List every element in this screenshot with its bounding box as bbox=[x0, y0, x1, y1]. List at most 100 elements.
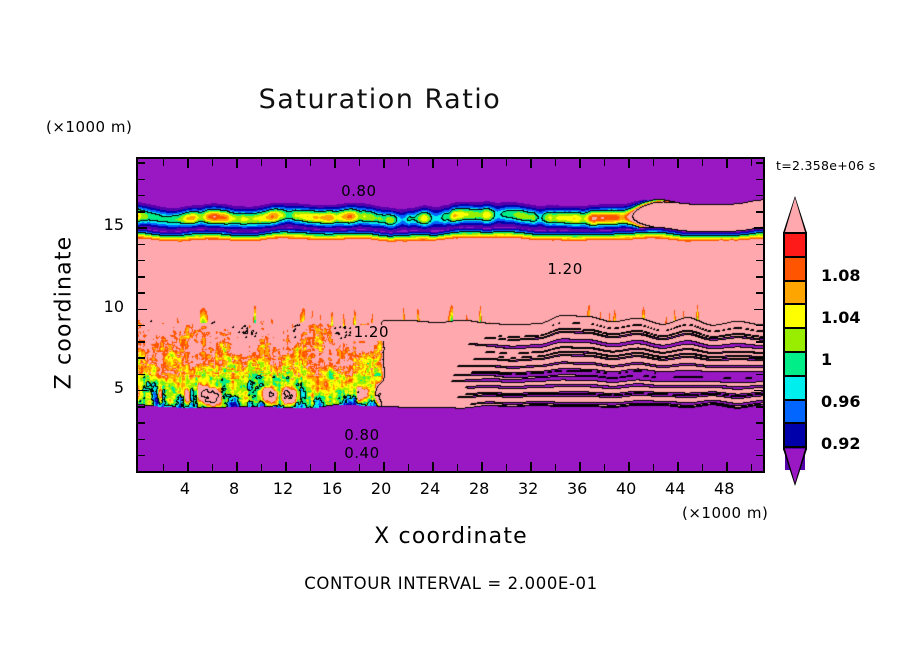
y-tick-9 bbox=[756, 324, 763, 327]
x-tick-20 bbox=[383, 159, 385, 168]
colorbar-body bbox=[783, 232, 807, 470]
y-tick-13 bbox=[138, 259, 145, 262]
y-tick-10 bbox=[138, 308, 147, 310]
y-tick-12 bbox=[756, 276, 763, 278]
y-tick-19 bbox=[756, 162, 763, 164]
colorbar-tick-label-1p04: 1.04 bbox=[821, 308, 861, 327]
x-tick-2 bbox=[162, 159, 164, 166]
x-tick-6 bbox=[211, 464, 214, 471]
y-axis-title: Z coordinate bbox=[51, 235, 77, 390]
x-tick-50 bbox=[750, 464, 753, 471]
x-tick-18 bbox=[358, 464, 361, 471]
contour-plot-area: 0.80 1.20 1.20 0.80 0.40 bbox=[136, 157, 765, 473]
y-tick-8 bbox=[138, 341, 145, 343]
y-tick-3 bbox=[756, 422, 763, 424]
y-tick-15 bbox=[754, 227, 763, 229]
y-tick-5 bbox=[754, 389, 763, 392]
colorbar-tick-label-0p96: 0.96 bbox=[821, 392, 861, 411]
x-tick-28 bbox=[481, 159, 483, 168]
x-tick-34 bbox=[554, 159, 557, 166]
contour-label-0p80-0: 0.80 bbox=[341, 182, 377, 201]
colorbar-bottom-arrow bbox=[785, 449, 805, 483]
y-tick-7 bbox=[138, 357, 145, 359]
y-tick-14 bbox=[756, 243, 763, 245]
y-tick-4 bbox=[756, 406, 763, 408]
x-tick-label-20: 20 bbox=[370, 479, 392, 498]
colorbar-segment-8 bbox=[785, 422, 805, 447]
x-tick-42 bbox=[652, 159, 655, 166]
x-tick-label-16: 16 bbox=[321, 479, 343, 498]
y-tick-2 bbox=[138, 438, 145, 440]
y-tick-3 bbox=[138, 422, 145, 424]
x-tick-10 bbox=[260, 464, 263, 471]
colorbar: 1.08 1.04 1 0.96 0.92 bbox=[775, 196, 860, 486]
y-tick-label-5: 5 bbox=[113, 377, 124, 397]
x-tick-label-8: 8 bbox=[228, 479, 240, 498]
y-tick-18 bbox=[756, 178, 763, 180]
x-tick-50 bbox=[750, 159, 753, 166]
x-tick-label-12: 12 bbox=[272, 479, 294, 498]
y-tick-19 bbox=[138, 162, 145, 164]
x-tick-14 bbox=[309, 159, 312, 166]
x-tick-14 bbox=[309, 464, 312, 471]
colorbar-tick-label-1p08: 1.08 bbox=[821, 266, 861, 285]
x-tick-48 bbox=[726, 462, 728, 471]
x-tick-16 bbox=[334, 159, 336, 168]
colorbar-segment-5 bbox=[785, 350, 805, 375]
x-tick-18 bbox=[358, 159, 361, 166]
x-tick-30 bbox=[505, 464, 508, 471]
x-tick-label-4: 4 bbox=[179, 479, 191, 498]
colorbar-segment-0 bbox=[785, 234, 805, 256]
x-tick-26 bbox=[456, 464, 459, 471]
x-tick-4 bbox=[187, 159, 189, 168]
x-tick-32 bbox=[530, 462, 532, 471]
x-tick-8 bbox=[236, 462, 238, 471]
y-tick-1 bbox=[138, 454, 145, 457]
colorbar-segment-2 bbox=[785, 279, 805, 304]
colorbar-segment-6 bbox=[785, 374, 805, 399]
colorbar-top-arrow bbox=[785, 198, 805, 232]
x-tick-44 bbox=[677, 462, 679, 471]
x-tick-2 bbox=[162, 464, 164, 471]
x-tick-22 bbox=[407, 464, 410, 471]
x-tick-44 bbox=[677, 159, 679, 168]
x-tick-36 bbox=[579, 159, 581, 168]
x-tick-label-44: 44 bbox=[665, 479, 686, 498]
colorbar-segment-3 bbox=[785, 303, 805, 328]
y-tick-17 bbox=[138, 194, 145, 197]
x-axis-unit-label: (×1000 m) bbox=[682, 504, 769, 522]
contour-field-canvas bbox=[138, 159, 763, 471]
x-tick-40 bbox=[628, 462, 630, 471]
x-tick-6 bbox=[211, 159, 214, 166]
x-tick-22 bbox=[407, 159, 410, 166]
colorbar-segment-7 bbox=[785, 398, 805, 423]
x-tick-24 bbox=[432, 462, 434, 471]
x-tick-46 bbox=[701, 464, 704, 471]
colorbar-tick-label-0p92: 0.92 bbox=[821, 434, 861, 453]
x-tick-label-24: 24 bbox=[419, 479, 441, 498]
x-tick-label-40: 40 bbox=[616, 479, 637, 498]
contour-label-1p20-1: 1.20 bbox=[547, 260, 583, 279]
x-tick-36 bbox=[579, 462, 581, 471]
x-tick-42 bbox=[652, 464, 655, 471]
y-tick-4 bbox=[138, 406, 145, 408]
colorbar-segment-4 bbox=[785, 327, 805, 351]
timestamp-label: t=2.358e+06 s bbox=[776, 158, 876, 173]
x-tick-12 bbox=[285, 159, 287, 168]
colorbar-segment-1 bbox=[785, 255, 805, 280]
contour-interval-note: CONTOUR INTERVAL = 2.000E-01 bbox=[304, 574, 598, 593]
y-tick-18 bbox=[138, 178, 145, 180]
y-tick-16 bbox=[138, 211, 145, 213]
page-title: Saturation Ratio bbox=[258, 84, 502, 115]
contour-label-0p40-4: 0.40 bbox=[344, 444, 380, 463]
y-tick-6 bbox=[138, 373, 145, 375]
y-tick-11 bbox=[756, 292, 763, 294]
x-tick-8 bbox=[236, 159, 238, 168]
x-tick-38 bbox=[603, 159, 606, 166]
colorbar-tick-label-1: 1 bbox=[821, 350, 833, 369]
y-tick-2 bbox=[756, 438, 763, 440]
x-tick-20 bbox=[383, 462, 385, 471]
y-tick-8 bbox=[756, 341, 763, 343]
x-tick-30 bbox=[505, 159, 508, 166]
y-tick-6 bbox=[756, 373, 763, 375]
